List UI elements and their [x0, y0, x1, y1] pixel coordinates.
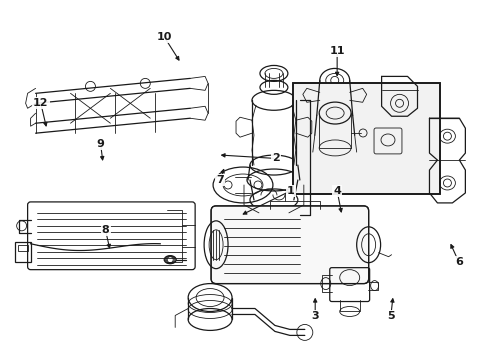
- Text: 12: 12: [33, 98, 48, 108]
- Text: 11: 11: [329, 46, 344, 56]
- Bar: [18, 245, 27, 251]
- Bar: [293, 83, 439, 194]
- Text: 3: 3: [311, 311, 318, 321]
- Bar: [15, 242, 31, 262]
- Text: 2: 2: [272, 153, 280, 163]
- Text: 1: 1: [286, 186, 294, 196]
- FancyBboxPatch shape: [211, 206, 368, 284]
- Bar: [293, 83, 439, 194]
- Text: 8: 8: [102, 225, 109, 235]
- Text: 5: 5: [386, 311, 394, 321]
- Text: 9: 9: [97, 139, 104, 149]
- Text: 10: 10: [156, 32, 171, 41]
- Text: 7: 7: [216, 175, 224, 185]
- Text: 6: 6: [454, 257, 462, 267]
- Text: 4: 4: [332, 186, 341, 196]
